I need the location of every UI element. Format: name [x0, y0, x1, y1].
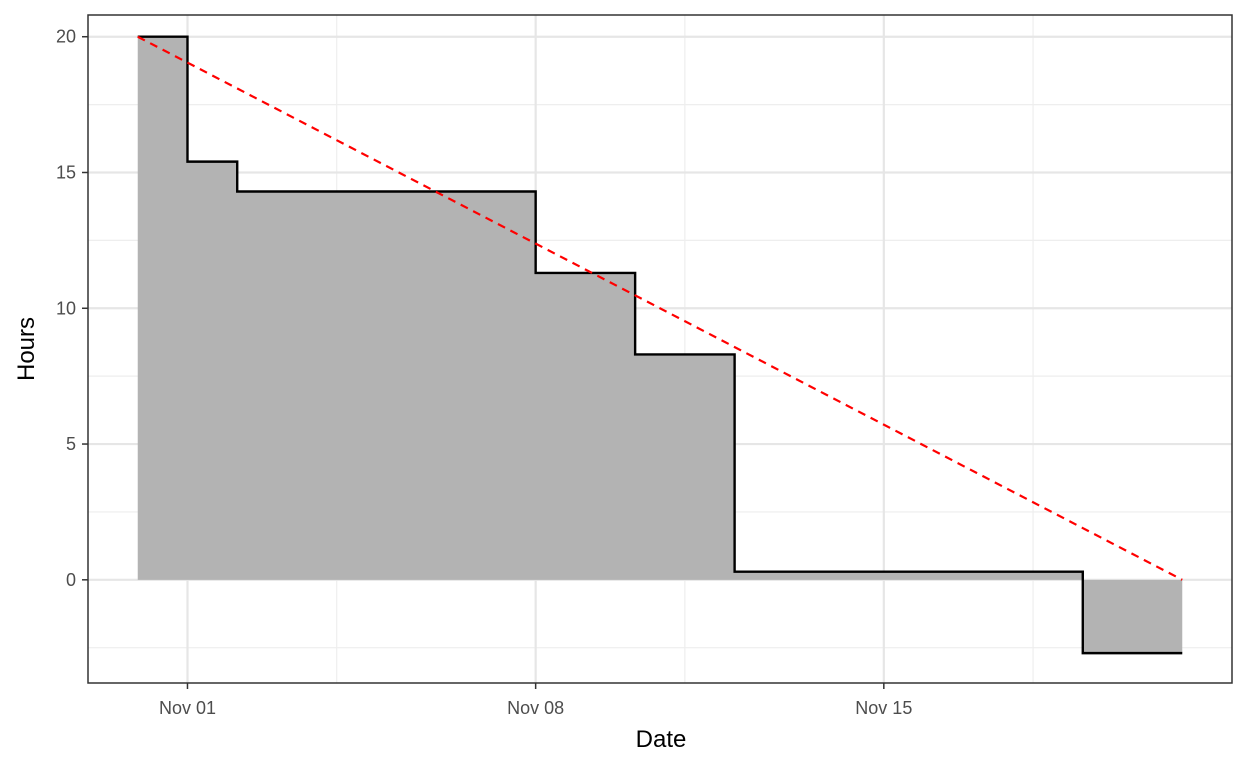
series-layer	[137, 35, 1183, 655]
y-tick-label: 15	[56, 162, 76, 182]
panel-border	[87, 14, 1233, 684]
step-area-fill	[137, 36, 1183, 654]
x-tick-label: Nov 01	[159, 698, 216, 718]
y-axis-title: Hours	[13, 317, 40, 381]
x-tick-label: Nov 08	[507, 698, 564, 718]
y-tick-label: 5	[66, 434, 76, 454]
x-tick-label: Nov 15	[855, 698, 912, 718]
x-axis-title: Date	[636, 726, 687, 753]
ideal-burndown-dashed-line	[137, 35, 1183, 581]
y-tick-label: 0	[66, 570, 76, 590]
remaining-hours-step-line	[137, 35, 1183, 655]
y-tick-label: 10	[56, 298, 76, 318]
axis-layer: 0 5 10 15 20 Nov 01 Nov 08 Nov 15	[56, 27, 912, 718]
y-tick-label: 20	[56, 27, 76, 47]
